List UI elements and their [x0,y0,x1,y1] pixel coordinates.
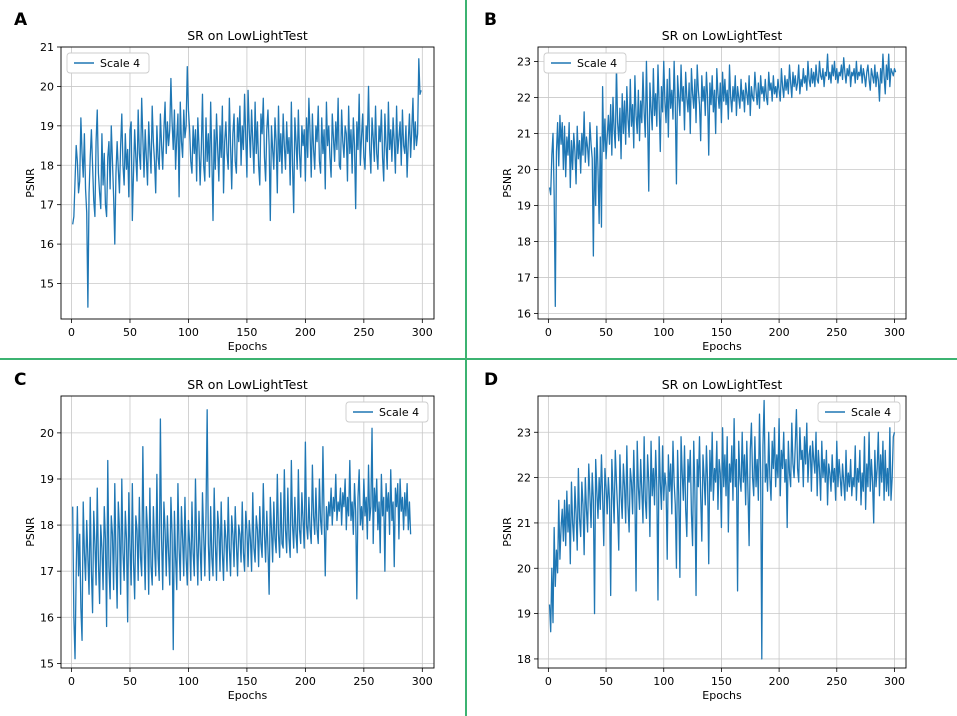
x-tick-label: 50 [123,326,137,339]
y-tick-label: 17 [40,565,54,578]
x-axis-label: Epochs [702,340,742,353]
chart-panel-d: D 0 50 100 150 200 250 300 18 19 20 21 22 23 SR on Low… [484,370,907,702]
x-tick-label: 0 [68,326,75,339]
axes-frame [60,395,435,669]
chart-title: SR on LowLightTest [187,28,308,43]
legend-box [817,401,901,423]
legend-label: Scale 4 [577,57,617,70]
x-tick-label: 100 [653,675,674,688]
y-tick-label: 18 [517,653,531,666]
chart-title: SR on LowLightTest [662,28,783,43]
legend-box [66,52,150,74]
y-tick-label: 21 [40,41,54,54]
legend-label: Scale 4 [379,406,419,419]
panel-letter: D [484,370,498,390]
y-tick-label: 19 [517,200,531,213]
series-line-1 [72,409,412,660]
x-tick-label: 250 [353,326,374,339]
x-tick-label: 50 [599,326,613,339]
y-axis-label: PSNR [501,168,514,198]
axes-frame [60,46,435,320]
y-tick-label: 23 [517,55,531,68]
x-axis-label: Epochs [228,340,268,353]
x-tick-label: 150 [236,675,257,688]
legend: Scale 4 [543,52,627,74]
x-tick-label: 50 [123,675,137,688]
y-tick-label: 16 [40,238,54,251]
chart-panel-c: C 0 50 100 150 200 250 300 15 16 17 18 19 20 SR on Low… [14,370,435,702]
y-tick-label: 15 [40,278,54,291]
series-line-1 [548,53,897,308]
chart-title: SR on LowLightTest [187,377,308,392]
x-tick-label: 250 [826,326,847,339]
horizontal-divider [0,358,957,360]
panel-letter: B [484,10,497,30]
x-axis-label: Epochs [228,689,268,702]
legend-label: Scale 4 [100,57,140,70]
legend-label: Scale 4 [851,406,891,419]
x-tick-label: 150 [711,675,732,688]
legend-box [543,52,627,74]
panel-letter: C [14,370,26,390]
x-tick-label: 200 [295,326,316,339]
y-tick-label: 18 [517,236,531,249]
x-tick-label: 300 [412,326,433,339]
legend-box [345,401,429,423]
x-axis-label: Epochs [702,689,742,702]
y-tick-label: 23 [517,426,531,439]
y-tick-label: 21 [517,127,531,140]
chart-panel-a: A 0 50 100 150 200 250 300 15 16 17 18 19 20 21 SR on L… [14,10,435,353]
x-tick-label: 200 [769,326,790,339]
plot-area [61,47,434,319]
y-axis-label: PSNR [24,168,37,198]
y-tick-label: 22 [517,472,531,485]
legend: Scale 4 [66,52,150,74]
x-tick-label: 0 [545,326,552,339]
y-tick-label: 16 [40,611,54,624]
axes-frame [537,46,907,320]
x-tick-label: 100 [653,326,674,339]
y-tick-label: 22 [517,91,531,104]
y-tick-label: 19 [40,120,54,133]
y-tick-label: 20 [517,562,531,575]
x-tick-label: 250 [353,675,374,688]
y-axis-label: PSNR [501,517,514,547]
x-tick-label: 50 [599,675,613,688]
y-tick-label: 18 [40,159,54,172]
y-tick-label: 19 [517,608,531,621]
chart-panel-b: B 0 50 100 150 200 250 300 16 17 18 19 20 21 22 23 SR on… [484,10,907,353]
x-tick-label: 150 [236,326,257,339]
x-tick-label: 300 [884,326,905,339]
x-tick-label: 200 [295,675,316,688]
x-tick-label: 0 [68,675,75,688]
x-tick-label: 300 [884,675,905,688]
x-tick-label: 0 [545,675,552,688]
x-tick-label: 100 [178,675,199,688]
x-tick-label: 150 [711,326,732,339]
x-tick-label: 200 [769,675,790,688]
y-tick-label: 21 [517,517,531,530]
y-tick-label: 18 [40,519,54,532]
legend: Scale 4 [817,401,901,423]
axes-frame [537,395,907,669]
y-tick-label: 20 [517,163,531,176]
series-line-1 [548,399,896,660]
panel-letter: A [14,10,28,30]
y-tick-label: 20 [40,427,54,440]
chart-title: SR on LowLightTest [662,377,783,392]
series-line-1 [72,58,422,308]
x-tick-label: 300 [412,675,433,688]
y-tick-label: 20 [40,80,54,93]
y-tick-label: 17 [517,272,531,285]
y-tick-label: 16 [517,308,531,321]
x-tick-label: 100 [178,326,199,339]
y-tick-label: 19 [40,473,54,486]
x-tick-label: 250 [826,675,847,688]
y-tick-label: 15 [40,657,54,670]
y-tick-label: 17 [40,199,54,212]
y-axis-label: PSNR [24,517,37,547]
legend: Scale 4 [345,401,429,423]
